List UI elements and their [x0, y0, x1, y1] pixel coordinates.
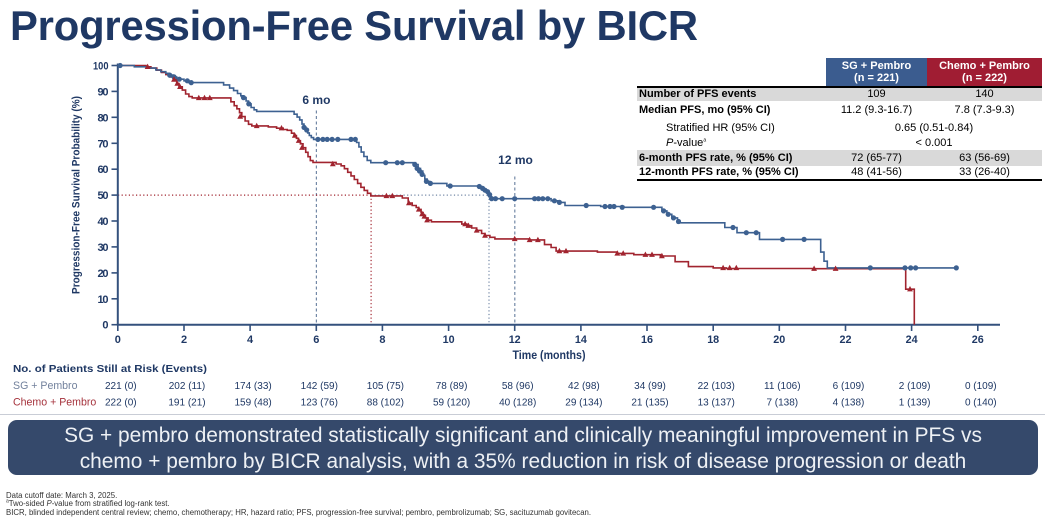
svg-text:8: 8	[379, 334, 385, 346]
svg-text:100: 100	[93, 61, 109, 73]
svg-text:10: 10	[98, 294, 109, 306]
svg-text:18: 18	[707, 334, 719, 346]
svg-text:191 (21): 191 (21)	[168, 398, 205, 409]
svg-text:222 (0): 222 (0)	[105, 398, 137, 409]
svg-text:24: 24	[906, 334, 919, 346]
svg-text:70: 70	[98, 138, 109, 150]
svg-text:30: 30	[98, 242, 109, 254]
svg-text:40 (128): 40 (128)	[499, 398, 536, 409]
svg-text:78 (89): 78 (89)	[436, 381, 468, 392]
svg-text:22: 22	[840, 334, 852, 346]
svg-text:20: 20	[98, 268, 109, 280]
svg-text:26: 26	[972, 334, 984, 346]
svg-text:123 (76): 123 (76)	[301, 398, 338, 409]
svg-text:2 (109): 2 (109)	[899, 381, 931, 392]
svg-text:0: 0	[102, 320, 108, 332]
svg-text:13 (137): 13 (137)	[698, 398, 735, 409]
svg-text:6 mo: 6 mo	[302, 93, 330, 107]
svg-text:12: 12	[509, 334, 521, 346]
svg-text:221 (0): 221 (0)	[105, 381, 137, 392]
svg-text:0 (109): 0 (109)	[965, 381, 997, 392]
svg-text:4: 4	[247, 334, 254, 346]
svg-text:142 (59): 142 (59)	[301, 381, 338, 392]
svg-text:202 (11): 202 (11)	[169, 381, 206, 392]
svg-text:16: 16	[641, 334, 653, 346]
svg-text:20: 20	[773, 334, 785, 346]
svg-text:88 (102): 88 (102)	[367, 398, 404, 409]
svg-text:Time (months): Time (months)	[513, 350, 586, 362]
svg-text:6 (109): 6 (109)	[833, 381, 865, 392]
svg-text:40: 40	[98, 216, 109, 228]
svg-text:10: 10	[443, 334, 455, 346]
svg-text:12 mo: 12 mo	[498, 153, 533, 167]
svg-text:60: 60	[98, 164, 109, 176]
svg-text:0: 0	[115, 334, 121, 346]
svg-text:29 (134): 29 (134)	[565, 398, 602, 409]
svg-text:34 (99): 34 (99)	[634, 381, 666, 392]
svg-text:Progression-Free Survival Prob: Progression-Free Survival Probability (%…	[71, 96, 83, 294]
svg-text:No. of Patients Still at Risk: No. of Patients Still at Risk (Events)	[13, 363, 207, 375]
svg-text:6: 6	[313, 334, 319, 346]
svg-text:50: 50	[98, 190, 109, 202]
svg-text:80: 80	[98, 112, 109, 124]
svg-text:SG + Pembro: SG + Pembro	[13, 380, 78, 392]
svg-text:21 (135): 21 (135)	[631, 398, 668, 409]
svg-text:174 (33): 174 (33)	[234, 381, 271, 392]
svg-text:4 (138): 4 (138)	[833, 398, 865, 409]
svg-text:14: 14	[575, 334, 588, 346]
svg-text:Chemo + Pembro: Chemo + Pembro	[13, 397, 96, 409]
svg-text:7 (138): 7 (138)	[766, 398, 798, 409]
svg-text:159 (48): 159 (48)	[234, 398, 271, 409]
svg-text:11 (106): 11 (106)	[764, 381, 801, 392]
svg-text:105 (75): 105 (75)	[367, 381, 404, 392]
svg-text:0 (140): 0 (140)	[965, 398, 997, 409]
svg-text:59 (120): 59 (120)	[433, 398, 470, 409]
svg-text:58 (96): 58 (96)	[502, 381, 534, 392]
svg-text:90: 90	[98, 86, 109, 98]
svg-text:2: 2	[181, 334, 187, 346]
svg-text:22 (103): 22 (103)	[698, 381, 735, 392]
svg-text:42 (98): 42 (98)	[568, 381, 600, 392]
svg-text:1 (139): 1 (139)	[899, 398, 931, 409]
